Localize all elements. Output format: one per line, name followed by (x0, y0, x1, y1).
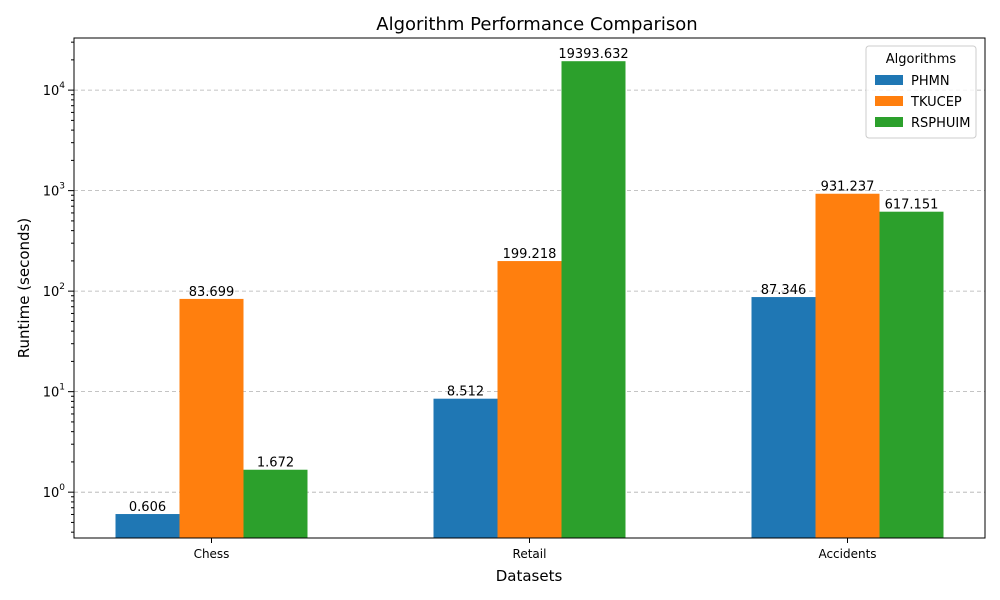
bar (751, 297, 816, 538)
bar (879, 211, 944, 538)
y-axis-label: Runtime (seconds) (15, 218, 33, 358)
y-tick-exponent: 1 (59, 383, 65, 393)
bar (179, 298, 244, 538)
y-tick-base: 10 (43, 84, 60, 99)
bar (115, 514, 180, 538)
bar (815, 193, 880, 538)
legend-swatch (875, 96, 903, 106)
x-tick-label: Chess (194, 547, 230, 561)
y-tick-exponent: 0 (59, 483, 65, 493)
y-tick-base: 10 (43, 285, 60, 300)
bar (243, 469, 308, 538)
bars (115, 61, 944, 538)
legend-swatch (875, 75, 903, 85)
bar-value-label: 87.346 (761, 283, 807, 298)
bar-value-label: 0.606 (129, 500, 166, 515)
bar-value-label: 83.699 (189, 285, 235, 300)
x-tick-label: Accidents (818, 547, 876, 561)
bar (497, 261, 562, 538)
y-tick-label: 100 (43, 483, 66, 501)
y-tick-base: 10 (43, 386, 60, 401)
y-tick-label: 102 (43, 282, 65, 300)
bar-value-label: 19393.632 (558, 47, 628, 62)
y-tick-base: 10 (43, 185, 60, 200)
bar (561, 61, 626, 538)
legend-label: TKUCEP (910, 95, 962, 110)
data-labels: 0.606 83.699 1.672 8.512 199.218 19393.632 87.… (129, 47, 938, 515)
legend-title: Algorithms (886, 52, 957, 67)
bar-value-label: 617.151 (885, 198, 939, 213)
legend-label: PHMN (911, 74, 950, 89)
legend-box (865, 45, 977, 139)
plot-frame (73, 37, 986, 539)
y-tick-label: 103 (43, 182, 65, 200)
bar-value-label: 8.512 (447, 385, 484, 400)
legend-label: RSPHUIM (911, 116, 970, 131)
y-tick-exponent: 4 (59, 81, 65, 91)
bar-value-label: 1.672 (257, 456, 294, 471)
bar-value-label: 931.237 (821, 180, 875, 195)
legend-swatch (875, 117, 903, 127)
legend: Algorithms PHMN TKUCEP RSPHUIM (865, 45, 977, 139)
x-axis-label: Datasets (496, 567, 563, 585)
y-tick-label: 104 (43, 81, 66, 99)
y-tick-label: 101 (43, 383, 65, 401)
bar-value-label: 199.218 (503, 247, 557, 262)
x-tick-label: Retail (513, 547, 547, 561)
y-tick-exponent: 3 (59, 182, 65, 192)
bar (433, 398, 498, 538)
y-tick-base: 10 (43, 486, 60, 501)
y-tick-exponent: 2 (59, 282, 65, 292)
chart-title: Algorithm Performance Comparison (376, 14, 697, 35)
